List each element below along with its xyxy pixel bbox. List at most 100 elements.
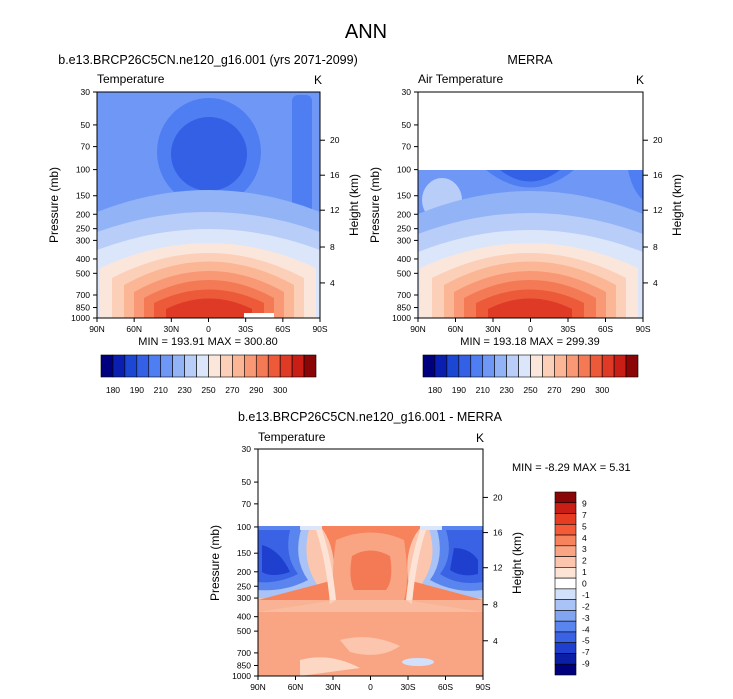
- colorbar0-swatch: [112, 354, 126, 378]
- p0-xtick-label: 60S: [275, 324, 290, 334]
- p0-xtick-label: 30N: [164, 324, 180, 334]
- colorbar1-swatch: [422, 354, 436, 378]
- p2-ytick-label: 700: [237, 648, 251, 658]
- colorbar-diff-swatch: [554, 663, 577, 676]
- colorbar-diff-label: 9: [582, 498, 587, 508]
- p2-y2tick-label: 4: [493, 636, 498, 646]
- colorbar0-label: 270: [225, 385, 239, 395]
- colorbar1-swatch: [434, 354, 448, 378]
- colorbar0-label: 290: [249, 385, 263, 395]
- p2-xtick-label: 30N: [325, 682, 341, 692]
- p1-ytick-label: 500: [397, 268, 411, 278]
- p0-y2tick-label: 12: [330, 205, 340, 215]
- colorbar1-swatch: [518, 354, 531, 378]
- p1-xtick-label: 60N: [448, 324, 464, 334]
- colorbar-diff-label: 3: [582, 544, 587, 554]
- panel-merra-title: MERRA: [507, 53, 553, 67]
- colorbar1-label: 290: [571, 385, 585, 395]
- p2-xtick-label: 90N: [250, 682, 266, 692]
- p1-ytick-label: 50: [402, 120, 412, 130]
- colorbar-diff-label: -7: [582, 647, 590, 657]
- p0-xtick-label: 0: [206, 324, 211, 334]
- colorbar0-swatch: [160, 354, 173, 378]
- p0-ytick-label: 30: [81, 87, 91, 97]
- colorbar0-label: 210: [154, 385, 168, 395]
- p2-ytick-label: 70: [242, 499, 252, 509]
- colorbar0-swatch: [220, 354, 233, 378]
- p1-y2tick-label: 4: [653, 278, 658, 288]
- p0-ytick-label: 400: [76, 254, 90, 264]
- p2-ytick-label: 250: [237, 581, 251, 591]
- p1-ytick-label: 700: [397, 290, 411, 300]
- colorbar1-label: 180: [428, 385, 442, 395]
- colorbar0-swatch: [244, 354, 257, 378]
- p1-y2tick-label: 12: [653, 205, 663, 215]
- panel-diff-ylabel: Pressure (mb): [208, 525, 222, 601]
- dynamic-marks: 3050701001502002503004005007008501000201…: [71, 87, 663, 692]
- p1-xtick-label: 90S: [635, 324, 650, 334]
- panel-merra-y2label: Height (km): [670, 174, 684, 236]
- p1-xtick-label: 30S: [560, 324, 575, 334]
- colorbar0-swatch: [255, 354, 269, 378]
- colorbar0-label: 190: [130, 385, 144, 395]
- p0-ytick-label: 500: [76, 268, 90, 278]
- colorbar0-swatch: [124, 354, 138, 378]
- panel-model-y2label: Height (km): [347, 174, 361, 236]
- colorbar1-swatch: [446, 354, 460, 378]
- p2-ytick-label: 100: [237, 522, 251, 532]
- p1-xtick-label: 90N: [410, 324, 426, 334]
- panel-merra-plot: [417, 91, 644, 319]
- colorbar-diff-swatch: [554, 556, 577, 568]
- colorbar0-swatch: [148, 354, 162, 378]
- p0-ytick-label: 50: [81, 120, 91, 130]
- colorbar1-label: 190: [452, 385, 466, 395]
- p2-ytick-label: 150: [237, 548, 251, 558]
- panel-model-title: b.e13.BRCP26C5CN.ne120_g16.001 (yrs 2071…: [58, 53, 358, 67]
- colorbar1-swatch: [613, 354, 627, 378]
- main-title: ANN: [345, 21, 387, 43]
- p2-xtick-label: 30S: [400, 682, 415, 692]
- p2-y2tick-label: 16: [493, 528, 503, 538]
- colorbar1-label: 210: [476, 385, 490, 395]
- colorbar1-swatch: [482, 354, 495, 378]
- p2-y2tick-label: 12: [493, 563, 503, 573]
- p0-ytick-label: 700: [76, 290, 90, 300]
- colorbar1-swatch: [625, 354, 639, 378]
- colorbar0-swatch: [136, 354, 150, 378]
- p1-ytick-label: 850: [397, 303, 411, 313]
- p1-ytick-label: 100: [397, 165, 411, 175]
- colorbar0-label: 180: [106, 385, 120, 395]
- p0-xtick-label: 90S: [312, 324, 327, 334]
- p0-ytick-label: 250: [76, 224, 90, 234]
- p2-ytick-label: 500: [237, 626, 251, 636]
- p2-y2tick-label: 20: [493, 492, 503, 502]
- p0-xtick-label: 30S: [238, 324, 253, 334]
- p1-ytick-label: 1000: [392, 313, 411, 323]
- panel-model-left-label: Temperature: [97, 72, 165, 86]
- panel-diff-plot: [257, 448, 484, 677]
- p0-ytick-label: 100: [76, 165, 90, 175]
- colorbar0-swatch: [291, 354, 305, 378]
- panel-merra-units: K: [636, 73, 644, 87]
- panel-merra: MERRA Air Temperature K MIN = 193.18 MAX…: [368, 53, 684, 348]
- panel-diff-title: b.e13.BRCP26C5CN.ne120_g16.001 - MERRA: [238, 410, 503, 424]
- colorbar-diff-label: 5: [582, 521, 587, 531]
- colorbar1-swatch: [494, 354, 507, 378]
- colorbar1-label: 270: [547, 385, 561, 395]
- colorbar-diff-label: -5: [582, 636, 590, 646]
- p2-xtick-label: 60N: [288, 682, 304, 692]
- panel-merra-stats: MIN = 193.18 MAX = 299.39: [460, 336, 599, 348]
- colorbar1-swatch: [554, 354, 567, 378]
- p1-y2tick-label: 16: [653, 170, 663, 180]
- colorbar-diff-swatch: [554, 545, 577, 557]
- colorbar-diff-label: -2: [582, 601, 590, 611]
- colorbar1-swatch: [601, 354, 615, 378]
- p1-y2tick-label: 20: [653, 135, 663, 145]
- colorbar-diff-swatch: [554, 513, 577, 525]
- colorbar1-swatch: [589, 354, 603, 378]
- colorbar-diff-label: 1: [582, 567, 587, 577]
- p0-xtick-label: 60N: [126, 324, 142, 334]
- colorbar-diff-swatch: [554, 502, 577, 514]
- p0-y2tick-label: 16: [330, 170, 340, 180]
- colorbar0-swatch: [196, 354, 209, 378]
